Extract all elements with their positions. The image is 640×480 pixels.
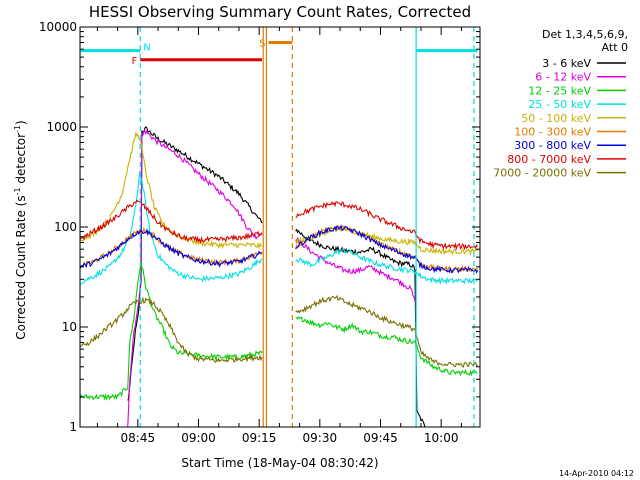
x-axis-label: Start Time (18-May-04 08:30:42)	[181, 456, 378, 470]
series-line-segment	[295, 316, 478, 377]
legend-entry-label: 6 - 12 keV	[535, 71, 591, 84]
series-800-7000-kev-kev	[80, 199, 479, 251]
flag-label-saa: S	[259, 38, 265, 49]
legend-entry-label: 300 - 800 keV	[514, 139, 591, 152]
svg-text:Corrected Count Rate (s-1 dete: Corrected Count Rate (s-1 detector-1)	[13, 120, 28, 339]
series-line-segment	[80, 296, 263, 364]
series-line-segment	[127, 126, 263, 401]
axes: NF S 1 10 100 1000 10000 08:45 09:00 09:15 09:30 09…	[39, 20, 481, 445]
y-tick-label: 1000	[46, 120, 77, 134]
y-axis-label-sup1: -1	[13, 187, 22, 195]
render-timestamp: 14-Apr-2010 04:12	[559, 469, 634, 478]
series-line-segment	[80, 262, 263, 401]
y-axis-label-main: Corrected Count Rate (s	[14, 195, 28, 339]
series-6-12-kev-kev	[127, 128, 416, 427]
series-line-segment	[80, 199, 263, 245]
x-tick-label: 09:45	[363, 431, 398, 445]
legend-header-line: Att 0	[602, 41, 628, 54]
legend-entry-label: 7000 - 20000 keV	[493, 167, 591, 180]
series-line-segment	[127, 128, 263, 427]
series-300-800-kev-kev	[80, 224, 479, 275]
legend-entry-label: 800 - 7000 keV	[507, 153, 591, 166]
x-tick-label: 08:45	[121, 431, 156, 445]
x-tick-label: 09:30	[303, 431, 338, 445]
y-axis-label-sup2: -1	[13, 125, 22, 133]
legend-entry-label: 25 - 50 keV	[528, 98, 591, 111]
x-tick-label: 10:00	[424, 431, 459, 445]
legend-entry-label: 12 - 25 keV	[528, 84, 591, 97]
flag-label-night: N	[143, 43, 150, 54]
y-tick-label: 10000	[39, 20, 77, 34]
series-25-50-kev-kev	[80, 170, 478, 286]
series-line-segment	[80, 132, 263, 250]
series-3-6-kev-kev	[127, 126, 426, 427]
legend-header-line: Det 1,3,4,5,6,9,	[542, 28, 628, 41]
x-tick-label: 09:15	[242, 431, 277, 445]
y-axis-label-mid: detector	[14, 133, 28, 188]
x-tick-label: 09:00	[181, 431, 216, 445]
series-line-segment	[295, 294, 479, 368]
y-tick-label: 100	[54, 220, 77, 234]
series-line-segment	[80, 170, 263, 286]
flag-label-flare: F	[131, 56, 137, 67]
chart-title: HESSI Observing Summary Count Rates, Cor…	[89, 3, 471, 21]
series-50-100-kev-kev	[80, 132, 479, 256]
series-line-segment	[295, 228, 426, 427]
plot-area	[80, 27, 479, 427]
series-line-segment	[295, 226, 479, 256]
series-line-segment	[295, 201, 479, 251]
y-axis-label: Corrected Count Rate (s-1 detector-1)	[13, 120, 28, 339]
legend-entry-label: 50 - 100 keV	[521, 112, 591, 125]
series-line-segment	[295, 237, 416, 302]
series-12-25-kev-kev	[80, 262, 478, 401]
series-line-segment	[295, 224, 479, 275]
legend-entry-label: 3 - 6 keV	[542, 57, 591, 70]
series-line-segment	[295, 248, 478, 286]
y-tick-label: 10	[62, 320, 77, 334]
series-7000-20000-kev-kev	[80, 294, 479, 368]
legend-entry-label: 100 - 300 keV	[514, 126, 591, 139]
y-tick-label: 1	[69, 420, 77, 434]
y-axis-label-end: )	[14, 120, 28, 125]
series-line-segment	[80, 228, 263, 269]
